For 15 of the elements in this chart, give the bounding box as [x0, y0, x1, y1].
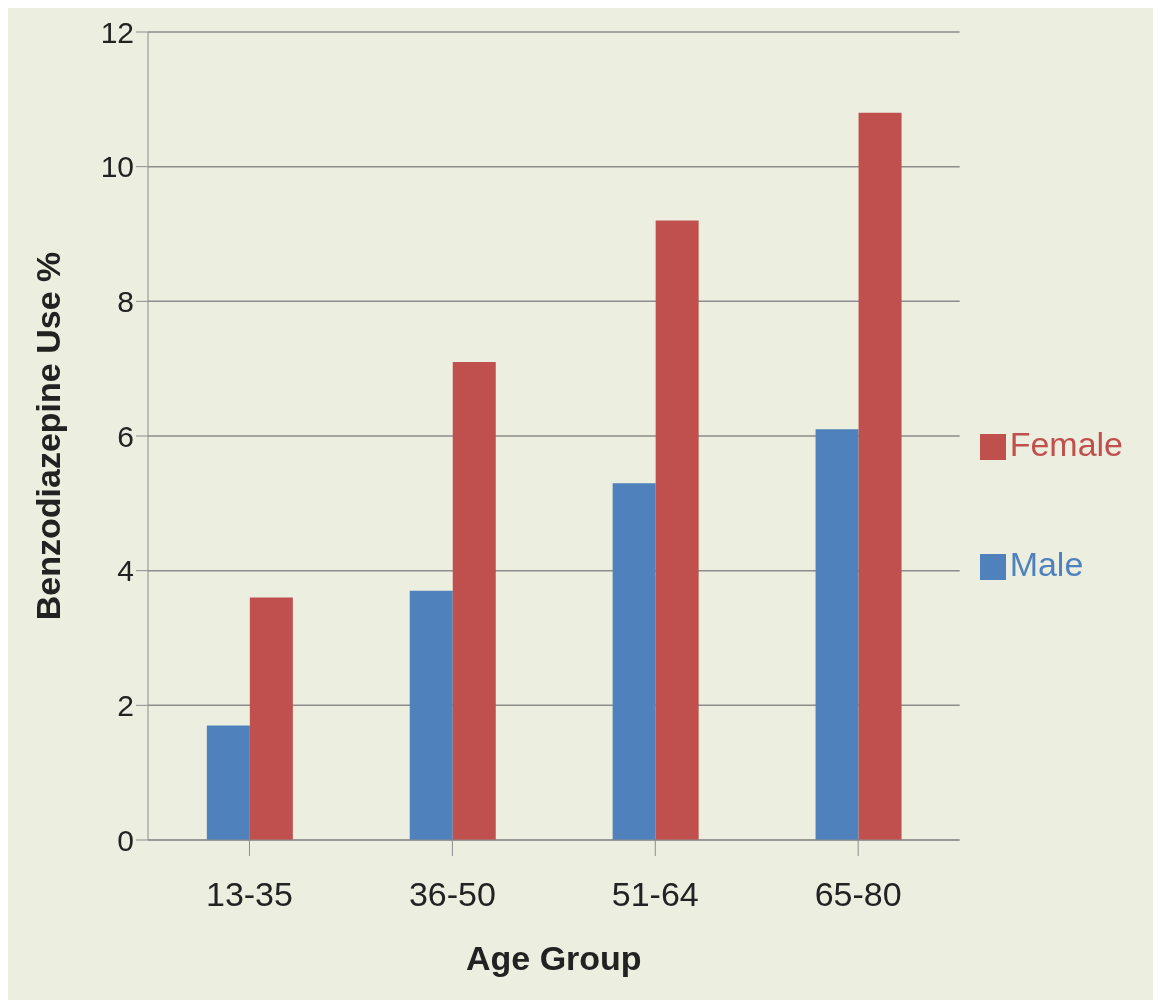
x-axis-title: Age Group [465, 939, 642, 977]
y-tick-label: 8 [117, 284, 134, 318]
y-tick-label: 2 [117, 688, 134, 722]
y-tick-label: 6 [117, 419, 134, 453]
y-tick-label: 4 [117, 554, 134, 588]
y-tick-label: 0 [117, 823, 134, 857]
x-tick-label: 36-50 [408, 875, 496, 914]
legend-label: Female [1009, 425, 1123, 463]
y-tick-label: 10 [100, 150, 134, 184]
x-tick-label: 65-80 [814, 875, 902, 914]
x-tick-label: 13-35 [205, 875, 293, 914]
y-axis-title: Benzodiazepine Use % [29, 251, 68, 621]
legend-label: Male [1009, 545, 1084, 583]
y-tick-label: 12 [100, 15, 134, 49]
x-tick-label: 51-64 [611, 875, 699, 914]
